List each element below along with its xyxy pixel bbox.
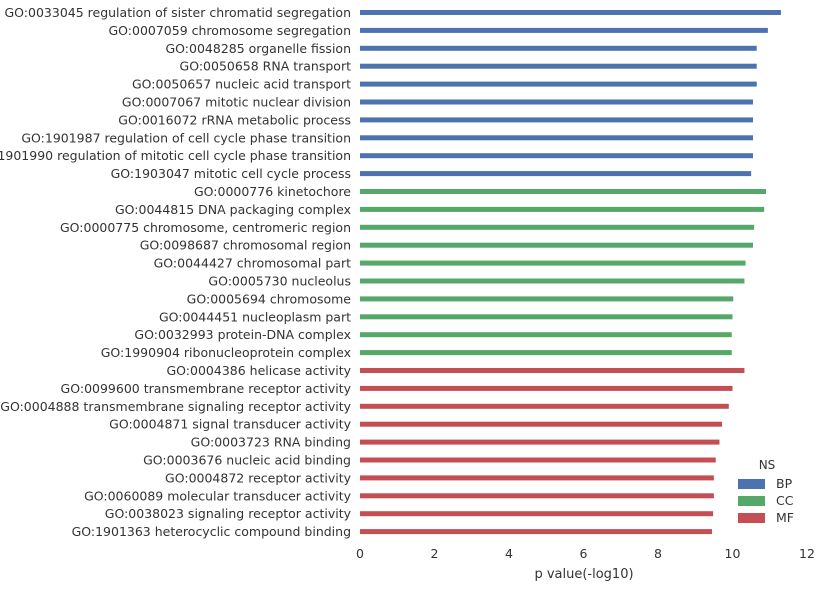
y-tick-label: GO:1990904 ribonucleoprotein complex — [101, 345, 351, 360]
y-tick-label: GO:0004386 helicase activity — [166, 363, 351, 378]
x-axis-label: p value(-log10) — [534, 567, 633, 582]
bar-mf — [360, 385, 733, 391]
legend-label-cc: CC — [776, 493, 794, 508]
x-tick-label: 0 — [356, 546, 364, 561]
y-tick-label: GO:0000775 chromosome, centromeric regio… — [60, 220, 351, 235]
bar-cc — [360, 224, 755, 230]
bar-cc — [360, 260, 746, 266]
bar-cc — [360, 206, 765, 212]
y-tick-label: GO:0007067 mitotic nuclear division — [122, 95, 351, 110]
bar-cc — [360, 314, 733, 320]
bar-mf — [360, 368, 745, 373]
y-tick-label: GO:1901990 regulation of mitotic cell cy… — [0, 148, 351, 163]
y-tick-label: GO:0044451 nucleoplasm part — [159, 309, 351, 324]
y-tick-label: GO:0032993 protein-DNA complex — [134, 327, 351, 342]
bar-bp — [360, 135, 753, 141]
bar-mf — [360, 439, 720, 445]
bar-bp — [360, 171, 752, 177]
x-tick-label: 4 — [505, 546, 513, 561]
x-tick-label: 6 — [580, 546, 588, 561]
x-tick-labels: 0 2 4 6 8 10 12 — [356, 546, 815, 561]
y-tick-labels: GO:0033045 regulation of sister chromati… — [0, 5, 352, 539]
bar-mf — [360, 511, 714, 517]
y-tick-label: GO:0003723 RNA binding — [191, 435, 351, 450]
x-tick-label: 12 — [799, 546, 815, 561]
bar-bp — [360, 81, 757, 87]
legend: NS BP CC MF — [738, 458, 794, 525]
legend-title: NS — [759, 458, 776, 472]
bar-cc — [360, 296, 734, 302]
y-tick-label: GO:0004871 signal transducer activity — [109, 417, 351, 432]
x-tick-label: 2 — [431, 546, 439, 561]
bar-mf — [360, 457, 716, 463]
legend-swatch-cc — [738, 496, 765, 506]
legend-swatch-mf — [738, 513, 765, 523]
y-tick-label: GO:1901987 regulation of cell cycle phas… — [21, 130, 351, 145]
bar-mf — [360, 475, 714, 481]
y-tick-label: GO:0099600 transmembrane receptor activi… — [61, 381, 352, 396]
y-tick-label: GO:0050657 nucleic acid transport — [132, 77, 351, 92]
bar-cc — [360, 350, 732, 356]
bar-bp — [360, 99, 753, 105]
y-tick-label: GO:0044427 chromosomal part — [154, 256, 351, 271]
legend-label-bp: BP — [776, 476, 793, 491]
x-tick-label: 10 — [725, 546, 741, 561]
y-tick-label: GO:0000776 kinetochore — [194, 184, 351, 199]
y-tick-label: GO:0004888 transmembrane signaling recep… — [0, 399, 351, 414]
bar-bp — [360, 117, 753, 123]
bars-layer — [360, 10, 781, 535]
legend-label-mf: MF — [776, 510, 794, 525]
y-tick-label: GO:0060089 molecular transducer activity — [84, 488, 352, 503]
bar-bp — [360, 10, 781, 15]
bar-bp — [360, 63, 757, 69]
y-tick-label: GO:0003676 nucleic acid binding — [143, 453, 351, 468]
bar-cc — [360, 189, 767, 194]
bar-mf — [360, 421, 723, 427]
y-tick-label: GO:0038023 signaling receptor activity — [105, 506, 352, 521]
y-tick-label: GO:0016072 rRNA metabolic process — [118, 112, 351, 127]
y-tick-label: GO:0007059 chromosome segregation — [108, 23, 351, 38]
bar-cc — [360, 278, 745, 284]
y-tick-label: GO:0005730 nucleolus — [208, 274, 351, 289]
y-tick-label: GO:1901363 heterocyclic compound binding — [72, 524, 351, 539]
x-tick-label: 8 — [654, 546, 662, 561]
legend-swatch-bp — [738, 479, 765, 489]
bar-bp — [360, 153, 753, 159]
y-tick-label: GO:0048285 organelle fission — [166, 41, 352, 56]
y-tick-label: GO:0005694 chromosome — [187, 291, 352, 306]
bar-mf — [360, 403, 729, 409]
bar-bp — [360, 45, 757, 51]
y-tick-label: GO:0033045 regulation of sister chromati… — [4, 5, 351, 20]
y-tick-label: GO:0004872 receptor activity — [165, 470, 352, 485]
bar-bp — [360, 27, 768, 33]
y-tick-label: GO:0044815 DNA packaging complex — [115, 202, 351, 217]
y-tick-label: GO:1903047 mitotic cell cycle process — [111, 166, 351, 181]
bar-mf — [360, 493, 714, 499]
y-tick-label: GO:0050658 RNA transport — [180, 59, 352, 74]
bar-cc — [360, 332, 732, 338]
bar-mf — [360, 529, 713, 535]
bar-cc — [360, 242, 753, 248]
y-tick-label: GO:0098687 chromosomal region — [140, 238, 351, 253]
